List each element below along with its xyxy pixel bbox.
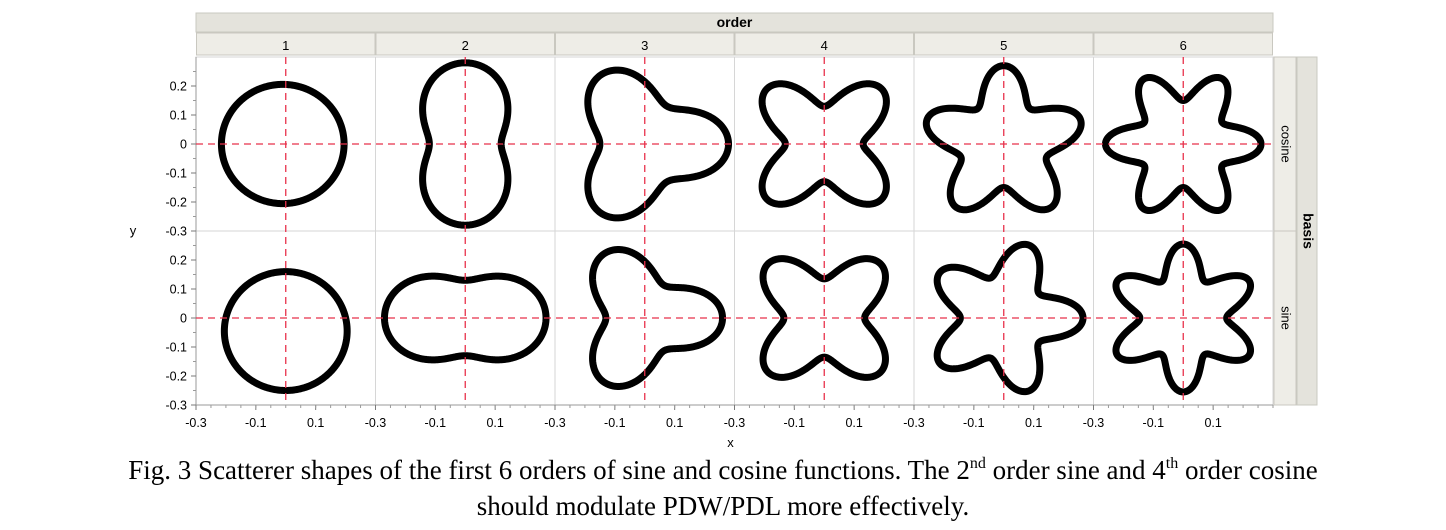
y-axis-title: y <box>130 223 137 238</box>
y-tick-label: 0.2 <box>170 80 187 94</box>
x-tick-label: 0.1 <box>666 416 683 430</box>
caption-line-1: Fig. 3 Scatterer shapes of the first 6 o… <box>0 452 1446 488</box>
x-tick-label: -0.3 <box>1083 416 1105 430</box>
column-label-6: 6 <box>1180 38 1187 53</box>
y-tick-label: 0 <box>180 312 187 326</box>
order-header-label: order <box>717 14 753 30</box>
order-header-strip <box>195 12 1274 33</box>
x-tick-label: -0.1 <box>1143 416 1165 430</box>
column-label-3: 3 <box>641 38 648 53</box>
x-tick-label: -0.1 <box>245 416 267 430</box>
shape-sine-order-6 <box>1112 240 1255 396</box>
faceted-chart: order 1 2 3 4 5 6 cosine sine basis 0.2 0.1 0 -0.1 -0.… <box>130 12 1318 450</box>
caption-text-b: order sine and 4 <box>985 455 1166 485</box>
x-tick-label: -0.1 <box>784 416 806 430</box>
column-label-1: 1 <box>282 38 289 53</box>
column-strip-3 <box>555 32 735 56</box>
y-tick-label: -0.1 <box>165 341 187 355</box>
caption-text-a: Fig. 3 Scatterer shapes of the first 6 o… <box>128 455 970 485</box>
figure-caption: Fig. 3 Scatterer shapes of the first 6 o… <box>0 452 1446 524</box>
caption-line-2: should modulate PDW/PDL more effectively… <box>476 491 970 521</box>
y-tick-label: 0.1 <box>170 283 187 297</box>
basis-header-strip <box>1296 56 1318 406</box>
y-tick-label: 0.1 <box>170 109 187 123</box>
y-tick-label: -0.3 <box>165 399 187 413</box>
y-tick-label: -0.3 <box>165 225 187 239</box>
x-tick-label: -0.1 <box>963 416 985 430</box>
column-label-5: 5 <box>1000 38 1007 53</box>
x-tick-label: 0.1 <box>845 416 862 430</box>
column-strip-4 <box>734 32 914 56</box>
column-label-4: 4 <box>821 38 828 53</box>
x-tick-label: 0.1 <box>307 416 324 430</box>
x-tick-label: 0.1 <box>1025 416 1042 430</box>
x-tick-label: -0.3 <box>365 416 387 430</box>
column-strip-6 <box>1093 32 1273 56</box>
basis-header-label: basis <box>1300 213 1316 249</box>
y-tick-label: -0.2 <box>165 196 187 210</box>
shape-sine-order-1 <box>220 268 351 394</box>
y-tick-label: 0.2 <box>170 254 187 268</box>
x-tick-label: -0.1 <box>604 416 626 430</box>
column-strip-1 <box>196 32 376 56</box>
row-strip-sine <box>1273 230 1297 406</box>
shape-sine-order-2 <box>380 272 550 364</box>
row-label-sine: sine <box>1279 306 1294 330</box>
shape-cosine-order-3 <box>584 66 733 222</box>
column-strip-5 <box>914 32 1094 56</box>
x-tick-label: -0.3 <box>903 416 925 430</box>
shape-sine-order-5 <box>933 240 1087 396</box>
y-tick-label: 0 <box>180 138 187 152</box>
x-tick-label: -0.3 <box>544 416 566 430</box>
x-tick-label: -0.1 <box>425 416 447 430</box>
x-tick-label: 0.1 <box>1204 416 1221 430</box>
x-tick-label: -0.3 <box>724 416 746 430</box>
caption-sup-1: nd <box>969 455 986 472</box>
caption-text-c: order cosine <box>1178 455 1318 485</box>
x-tick-label: 0.1 <box>486 416 503 430</box>
caption-sup-2: th <box>1165 455 1179 472</box>
shape-sine-order-4 <box>759 255 889 381</box>
column-strip-2 <box>375 32 555 56</box>
row-label-cosine: cosine <box>1279 125 1294 163</box>
y-tick-label: -0.1 <box>165 167 187 181</box>
shape-cosine-order-6 <box>1101 73 1265 215</box>
x-tick-label: -0.3 <box>185 416 207 430</box>
y-tick-label: -0.2 <box>165 370 187 384</box>
column-label-2: 2 <box>462 38 469 53</box>
x-axis-title: x <box>727 435 734 450</box>
